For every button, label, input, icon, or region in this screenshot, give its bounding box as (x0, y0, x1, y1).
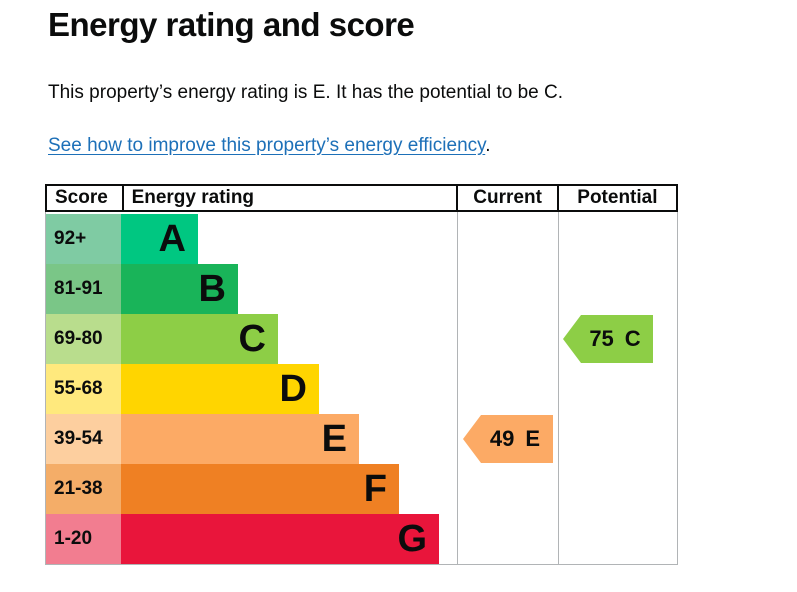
score-range-d: 55-68 (46, 364, 121, 414)
rating-row-a: 92+ A (46, 214, 677, 264)
current-rating-arrow: 49 E (463, 415, 553, 463)
score-range-g: 1-20 (46, 514, 121, 564)
improve-link[interactable]: See how to improve this property’s energ… (48, 135, 486, 156)
rating-row-b: 81-91 B (46, 264, 677, 314)
potential-rating-arrow: 75 C (563, 315, 653, 363)
potential-score: 75 (589, 326, 614, 351)
header-potential: Potential (556, 186, 676, 210)
rating-row-e: 39-54 E (46, 414, 677, 464)
score-range-a: 92+ (46, 214, 121, 264)
potential-rating-letter: C (624, 326, 641, 351)
score-range-f: 21-38 (46, 464, 121, 514)
rating-band-b: B (121, 264, 238, 314)
score-range-c: 69-80 (46, 314, 121, 364)
rating-row-f: 21-38 F (46, 464, 677, 514)
current-rating-letter: E (525, 426, 541, 451)
score-range-b: 81-91 (46, 264, 121, 314)
improve-link-line: See how to improve this property’s energ… (48, 135, 491, 157)
page-title: Energy rating and score (48, 6, 415, 43)
header-current: Current (456, 186, 556, 210)
rating-band-e: E (121, 414, 359, 464)
chart-header-row: Score Energy rating Current Potential (45, 184, 678, 212)
header-energy-rating: Energy rating (121, 186, 457, 210)
column-divider-potential (558, 212, 559, 564)
header-score: Score (55, 187, 108, 208)
score-range-e: 39-54 (46, 414, 121, 464)
rating-band-d: D (121, 364, 319, 414)
rating-band-g: G (121, 514, 439, 564)
link-suffix: . (485, 135, 491, 156)
column-divider-current (457, 212, 458, 564)
rating-row-d: 55-68 D (46, 364, 677, 414)
rating-row-g: 1-20 G (46, 514, 677, 564)
current-score: 49 (489, 426, 515, 451)
rating-row-c: 69-80 C (46, 314, 677, 364)
summary-text: This property’s energy rating is E. It h… (48, 82, 564, 103)
rating-band-f: F (121, 464, 399, 514)
rating-band-c: C (121, 314, 278, 364)
chart-body: 92+ A 81-91 B 69-80 C 55-68 D 39-54 E 21… (45, 212, 678, 565)
energy-rating-chart: Score Energy rating Current Potential 92… (45, 184, 678, 565)
rating-band-a: A (121, 214, 198, 264)
